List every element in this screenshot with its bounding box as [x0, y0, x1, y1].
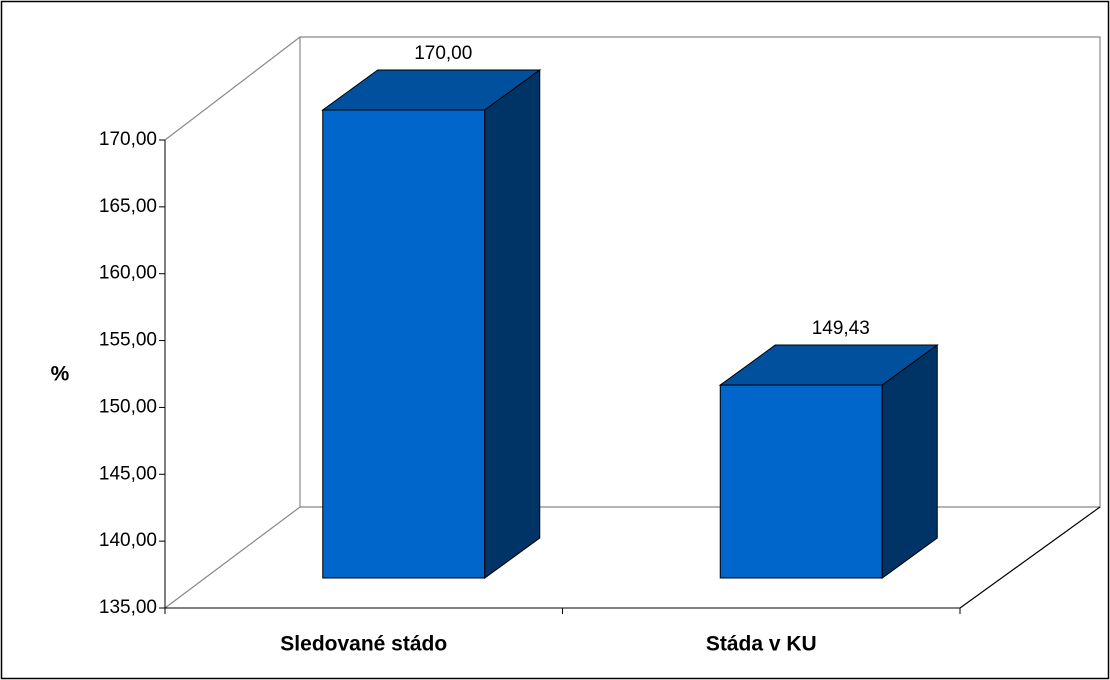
walls	[164, 36, 1101, 609]
bar-front	[719, 384, 883, 579]
floor-edge	[164, 506, 301, 609]
x-tick-label: Sledované stádo	[280, 633, 447, 656]
y-tick-label: 140,00	[99, 530, 157, 551]
y-tick-label: 150,00	[99, 396, 157, 417]
y-axis-label: %	[51, 363, 70, 386]
y-tick-label: 170,00	[99, 129, 157, 150]
y-tick-label: 145,00	[99, 463, 157, 484]
y-tick-label: 155,00	[99, 330, 157, 351]
value-label: 170,00	[414, 43, 472, 64]
y-tick-label: 165,00	[99, 196, 157, 217]
bar-front	[322, 109, 486, 579]
y-tick-label: 160,00	[99, 263, 157, 284]
bar-side	[484, 69, 541, 579]
bar-side	[881, 344, 938, 579]
x-tick-label: Stáda v KU	[706, 633, 817, 656]
back-wall	[164, 36, 1101, 508]
value-label: 149,43	[812, 318, 870, 339]
floor-edge	[959, 506, 1101, 609]
y-tick-label: 135,00	[99, 597, 157, 618]
